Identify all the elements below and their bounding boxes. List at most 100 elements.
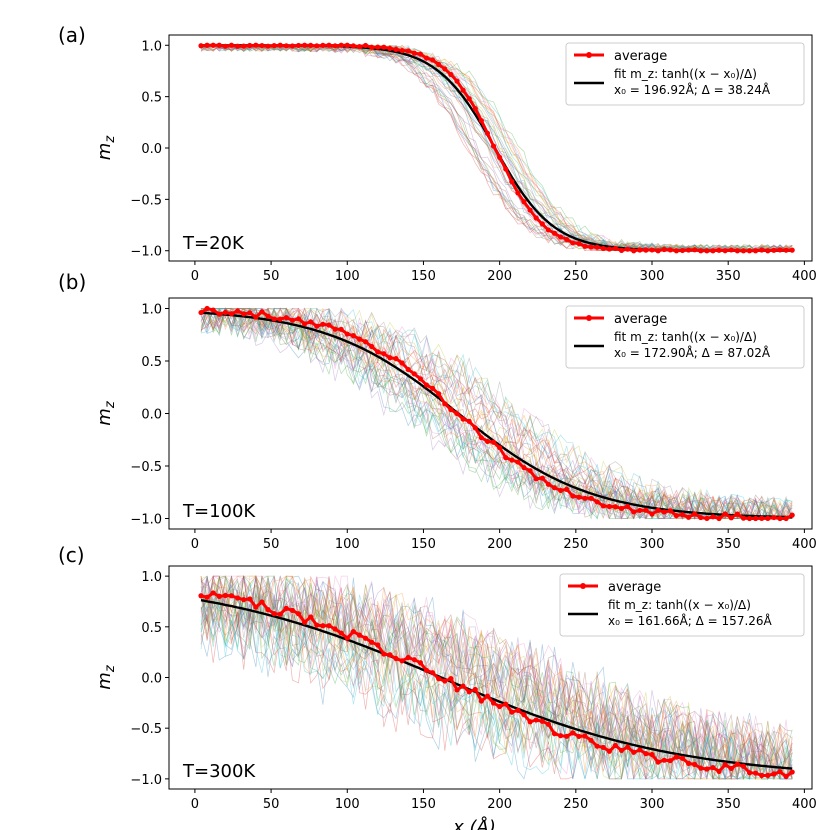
average-marker — [460, 683, 466, 689]
sample-trajectory — [200, 575, 793, 780]
x-tick-label: 100 — [335, 537, 360, 552]
average-marker — [606, 748, 612, 754]
average-marker — [411, 657, 417, 663]
average-marker — [472, 686, 478, 693]
x-tick-label: 0 — [191, 797, 199, 812]
legend-fit-label: fit m_z: tanh((x − x₀)/Δ) — [614, 330, 757, 344]
x-tick-label: 50 — [263, 269, 280, 284]
legend-average-marker — [586, 52, 592, 58]
x-tick-label: 50 — [263, 797, 280, 812]
average-marker — [375, 44, 381, 50]
average-marker — [350, 333, 356, 339]
average-marker — [515, 459, 521, 465]
average-marker — [490, 700, 497, 706]
temperature-label: T=20K — [182, 233, 245, 254]
average-marker — [637, 507, 643, 514]
legend-average-marker — [580, 583, 586, 589]
average-marker — [765, 772, 771, 778]
average-marker — [503, 455, 509, 461]
average-marker — [643, 751, 649, 757]
average-marker — [478, 117, 484, 124]
average-marker — [350, 628, 356, 635]
average-marker — [515, 190, 521, 196]
sample-trajectory — [201, 307, 793, 520]
average-marker — [259, 309, 265, 315]
y-tick-label: 0.0 — [141, 408, 162, 423]
x-tick-label: 0 — [191, 537, 199, 552]
x-tick-label: 200 — [487, 537, 512, 552]
sample-trajectory — [201, 308, 793, 520]
average-marker — [716, 515, 722, 522]
average-marker — [411, 371, 417, 377]
average-marker — [765, 515, 771, 522]
average-marker — [685, 514, 692, 520]
sample-trajectory — [200, 574, 793, 780]
temperature-label: T=300K — [182, 761, 256, 782]
sample-trajectory — [200, 575, 793, 780]
average-marker — [362, 42, 369, 49]
average-marker — [643, 507, 649, 513]
average-marker — [228, 593, 235, 599]
average-marker — [198, 593, 204, 599]
average-marker — [545, 721, 552, 727]
plot-area — [198, 574, 795, 781]
average-marker — [210, 307, 216, 313]
average-marker — [472, 425, 478, 431]
average-marker — [448, 71, 454, 78]
legend-average-label: average — [608, 580, 661, 595]
y-tick-label: 0.5 — [141, 621, 162, 636]
average-marker — [722, 511, 728, 517]
average-marker — [216, 42, 222, 48]
average-marker — [704, 248, 710, 254]
sample-trajectory — [200, 307, 793, 520]
average-marker — [271, 43, 277, 49]
average-marker — [308, 614, 314, 620]
average-marker — [472, 106, 478, 112]
sample-trajectory — [200, 44, 793, 252]
sample-trajectory — [200, 593, 793, 780]
sample-trajectory — [200, 308, 793, 520]
average-marker — [314, 323, 320, 329]
average-marker — [618, 747, 625, 754]
average-marker — [746, 770, 753, 776]
legend-fit-params: x₀ = 172.90Å; Δ = 87.02Å — [614, 345, 771, 360]
average-marker — [253, 604, 259, 610]
y-tick-label: 1.0 — [141, 303, 162, 318]
average-marker — [381, 351, 387, 357]
average-marker — [594, 499, 600, 505]
y-tick-label: 1.0 — [141, 39, 162, 54]
average-marker — [454, 410, 460, 417]
average-marker — [448, 676, 454, 682]
average-marker — [332, 326, 338, 332]
average-marker — [271, 316, 277, 322]
sample-trajectory — [200, 307, 793, 520]
average-marker — [734, 761, 740, 767]
average-marker — [594, 244, 600, 250]
average-marker — [789, 247, 795, 253]
average-marker — [466, 96, 472, 102]
sample-trajectory — [200, 307, 793, 520]
average-marker — [606, 246, 612, 252]
average-marker — [777, 769, 783, 775]
average-marker — [588, 244, 594, 250]
average-marker — [771, 247, 777, 253]
sample-trajectory — [200, 600, 793, 780]
average-marker — [247, 42, 253, 49]
x-tick-label: 400 — [792, 537, 817, 552]
average-marker — [789, 769, 795, 775]
average-marker — [722, 762, 728, 768]
average-marker — [497, 703, 503, 710]
average-marker — [369, 343, 375, 350]
average-marker — [381, 651, 387, 657]
average-marker — [478, 698, 484, 704]
sample-trajectory — [201, 44, 793, 252]
average-marker — [539, 718, 545, 724]
panel-label: (c) — [58, 543, 85, 567]
sample-trajectory — [200, 575, 793, 779]
average-marker — [527, 207, 533, 213]
average-marker — [521, 199, 527, 205]
average-marker — [259, 599, 265, 605]
average-marker — [765, 248, 771, 254]
average-marker — [521, 465, 527, 471]
legend-average-marker — [586, 315, 592, 321]
